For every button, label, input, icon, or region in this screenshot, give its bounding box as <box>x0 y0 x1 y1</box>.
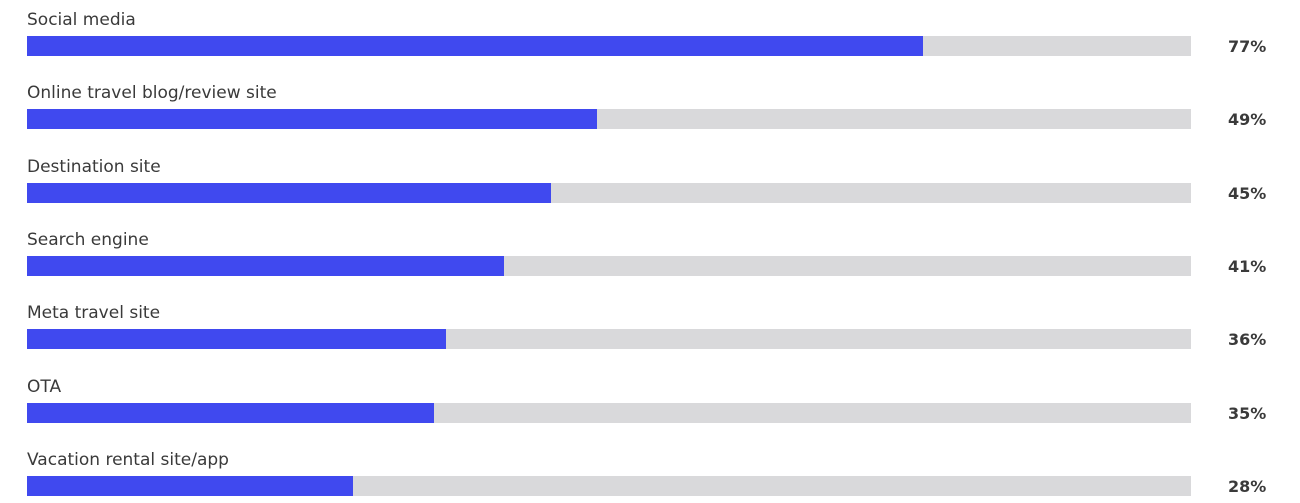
bar-track <box>27 329 1191 350</box>
category-label: Destination site <box>27 156 161 177</box>
value-label: 36% <box>1228 330 1267 350</box>
value-label: 35% <box>1228 403 1267 423</box>
category-label: Social media <box>27 10 136 30</box>
value-label: 77% <box>1228 37 1267 56</box>
bar <box>27 182 551 203</box>
value-label: 49% <box>1228 110 1267 130</box>
bar-track <box>27 475 1191 496</box>
value-label: 28% <box>1228 476 1267 496</box>
category-label: Online travel blog/review site <box>27 83 277 104</box>
category-label: OTA <box>27 376 62 397</box>
bar <box>27 109 597 130</box>
value-label: 45% <box>1228 183 1267 203</box>
category-label: Vacation rental site/app <box>27 449 229 470</box>
bar <box>27 475 353 496</box>
bar <box>27 255 504 276</box>
bar-track <box>27 36 1191 56</box>
bar <box>27 329 446 350</box>
bar <box>27 402 434 423</box>
bar-track <box>27 109 1191 130</box>
bar-track <box>27 402 1191 423</box>
value-label: 41% <box>1228 256 1267 276</box>
category-label: Search engine <box>27 229 149 250</box>
bar-track <box>27 182 1191 203</box>
bar-track <box>27 255 1191 276</box>
bar <box>27 36 923 56</box>
category-label: Meta travel site <box>27 303 161 324</box>
